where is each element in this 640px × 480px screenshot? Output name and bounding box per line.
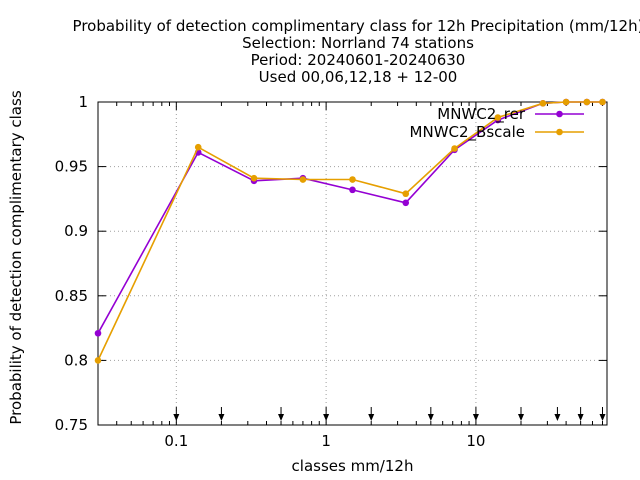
data-point: [583, 98, 591, 106]
series-0: [94, 98, 606, 337]
threshold-arrow: [577, 407, 584, 421]
data-point: [349, 186, 356, 194]
x-axis-ticks: 0.1 1 10: [116, 102, 604, 450]
data-point: [194, 143, 202, 151]
threshold-arrow: [599, 407, 606, 421]
threshold-arrow: [554, 407, 561, 421]
data-point: [402, 199, 410, 207]
data-point: [250, 174, 258, 182]
threshold-arrow: [472, 407, 479, 421]
title-line: Probability of detection complimentary c…: [73, 17, 640, 35]
data-point: [94, 329, 102, 337]
grid-lines: [98, 102, 607, 425]
chart-title: Probability of detection complimentary c…: [73, 17, 640, 86]
threshold-arrow: [368, 407, 375, 421]
threshold-arrow: [518, 407, 525, 421]
x-tick-label: 0.1: [164, 432, 188, 450]
data-point: [562, 98, 570, 106]
legend-label: MNWC2_Bscale: [410, 123, 525, 142]
y-tick-label: 1: [78, 93, 88, 111]
title-line: Period: 20240601-20240630: [251, 51, 466, 69]
data-point: [402, 190, 410, 198]
threshold-arrow: [427, 407, 434, 421]
y-tick-label: 0.9: [64, 222, 88, 240]
threshold-arrow: [323, 407, 330, 421]
data-point: [599, 98, 606, 106]
data-point: [539, 99, 547, 107]
data-point: [451, 145, 458, 152]
title-line: Selection: Norrland 74 stations: [242, 34, 474, 52]
series-layer: [94, 98, 606, 364]
series-line: [97, 101, 603, 361]
data-point: [349, 176, 356, 183]
data-point: [494, 114, 502, 121]
series-1: [94, 98, 606, 364]
plot-frame: [97, 101, 608, 426]
y-tick-label: 0.95: [55, 158, 88, 176]
y-tick-label: 0.85: [55, 287, 88, 305]
y-tick-label: 0.8: [64, 351, 88, 369]
legend-swatch-point: [556, 110, 563, 118]
threshold-markers: [173, 407, 606, 421]
title-line: Used 00,06,12,18 + 12-00: [259, 68, 458, 86]
y-tick-label: 0.75: [55, 416, 88, 434]
data-point: [299, 176, 307, 183]
legend-label: MNWC2_rer: [437, 105, 526, 124]
threshold-arrow: [173, 407, 180, 421]
threshold-arrow: [218, 407, 225, 421]
y-axis-label: Probability of detection complimentary c…: [7, 90, 25, 424]
legend-swatch-point: [556, 128, 563, 136]
series-line: [97, 101, 603, 334]
x-tick-label: 1: [321, 432, 331, 450]
x-tick-label: 10: [466, 432, 485, 450]
x-axis-label: classes mm/12h: [292, 457, 414, 475]
data-point: [94, 357, 102, 364]
threshold-arrow: [278, 407, 285, 421]
